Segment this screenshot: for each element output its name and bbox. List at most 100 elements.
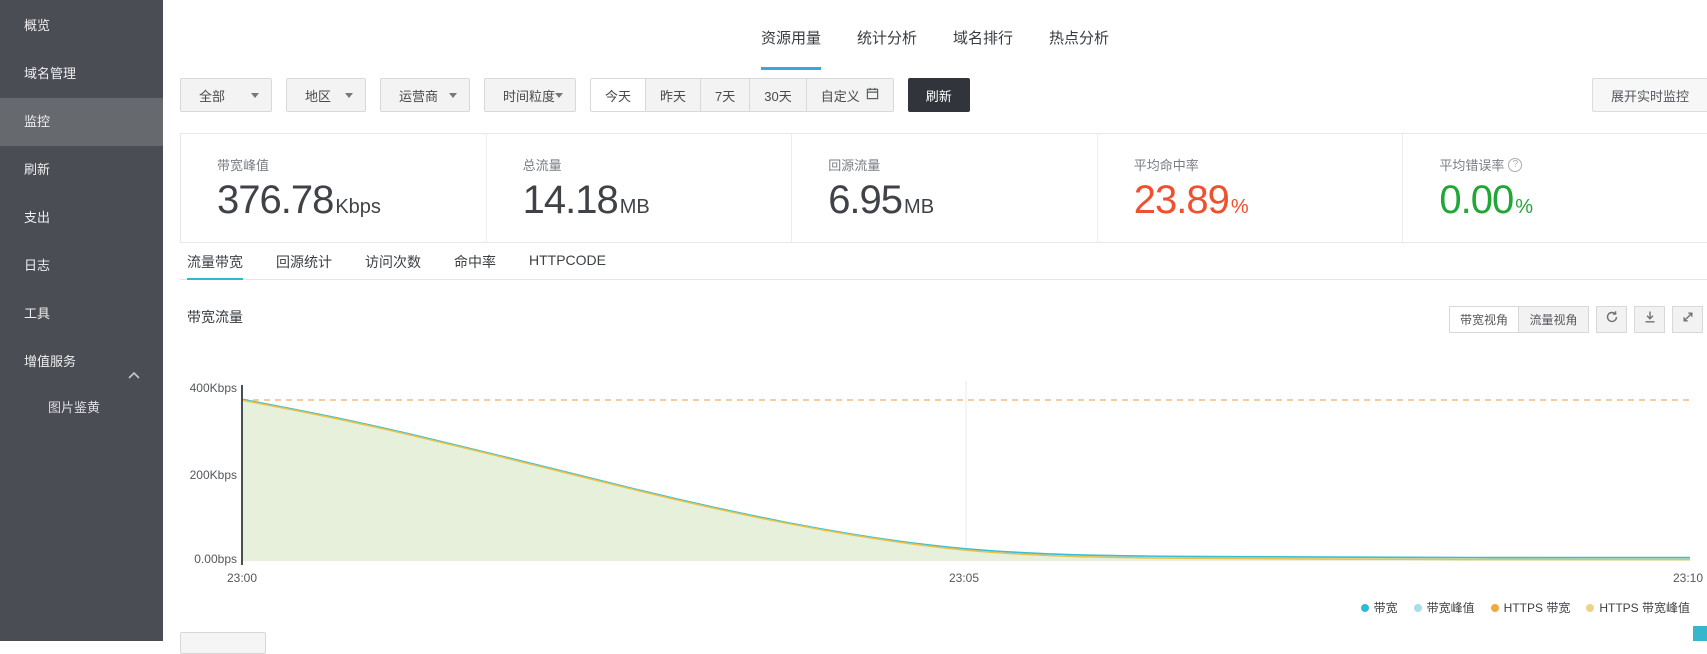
chevron-down-icon — [251, 92, 259, 98]
dropdown-label: 运营商 — [399, 88, 439, 104]
stat-value-group: 6.95 MB — [828, 178, 1097, 223]
stat-value-group: 23.89% — [1134, 178, 1403, 223]
bandwidth-traffic-chart[interactable]: 400Kbps 200Kbps 0.00bps 23:00 23:05 23:1… — [163, 375, 1707, 625]
range-label: 30天 — [764, 88, 792, 104]
subtab-origin-statistics[interactable]: 回源统计 — [276, 254, 332, 270]
chart-refresh-button[interactable] — [1596, 306, 1627, 333]
range-yesterday-button[interactable]: 昨天 — [645, 79, 701, 111]
refresh-button[interactable]: 刷新 — [907, 78, 970, 112]
stat-label: 平均错误率? — [1439, 155, 1707, 174]
sidebar-item-label: 增值服务 — [24, 354, 77, 369]
sidebar-item-overview[interactable]: 概览 — [0, 2, 163, 50]
stat-label: 回源流量 — [828, 158, 881, 173]
main-content: 资源用量 统计分析 域名排行 热点分析 全部 地区 运营商 时间粒度 今天 昨天… — [163, 0, 1707, 654]
tab-hotspot-analysis[interactable]: 热点分析 — [1049, 30, 1110, 47]
sidebar-item-expense[interactable]: 支出 — [0, 194, 163, 242]
stat-unit: MB — [619, 196, 650, 218]
stat-value: 0.00 — [1439, 178, 1514, 222]
chart-download-button[interactable] — [1634, 306, 1665, 333]
stat-value-group: 376.78 Kbps — [217, 178, 486, 223]
corner-widget[interactable] — [1693, 626, 1707, 641]
chevron-down-icon — [555, 92, 563, 98]
stat-value: 23.89 — [1133, 178, 1230, 222]
stat-card-avg-error-rate: 平均错误率? 0.00% — [1402, 134, 1707, 242]
range-label: 今天 — [605, 88, 632, 104]
refresh-icon — [1605, 310, 1619, 329]
stat-card-total-traffic: 总流量 14.18 MB — [485, 134, 792, 242]
sidebar-item-label: 刷新 — [24, 162, 51, 177]
subtabs: 流量带宽 回源统计 访问次数 命中率 HTTPCODE — [180, 252, 1707, 280]
tab-statistical-analysis[interactable]: 统计分析 — [856, 30, 917, 47]
legend-item-bandwidth-peak[interactable]: 带宽峰值 — [1413, 599, 1475, 616]
legend-item-https-bandwidth-peak[interactable]: HTTPS 带宽峰值 — [1586, 599, 1690, 616]
sidebar-item-tools[interactable]: 工具 — [0, 290, 163, 338]
legend-item-bandwidth[interactable]: 带宽 — [1360, 599, 1398, 616]
range-custom-button[interactable]: 自定义 — [805, 79, 893, 111]
bandwidth-view-button[interactable]: 带宽视角 — [1449, 306, 1519, 333]
stat-value: 6.95 — [828, 178, 903, 222]
view-toggle-group: 带宽视角 流量视角 — [1449, 306, 1589, 333]
expand-realtime-monitor-button[interactable]: 展开实时监控 — [1591, 78, 1707, 112]
subtab-httpcode[interactable]: HTTPCODE — [529, 252, 606, 268]
chart-title: 带宽流量 — [187, 309, 243, 325]
domain-filter-dropdown[interactable]: 全部 — [180, 78, 272, 112]
y-axis-tick: 0.00bps — [194, 552, 237, 566]
isp-filter-dropdown[interactable]: 运营商 — [380, 78, 470, 112]
tab-domain-ranking[interactable]: 域名排行 — [953, 30, 1014, 47]
stat-value: 14.18 — [522, 178, 619, 222]
range-7days-button[interactable]: 7天 — [700, 79, 750, 111]
sidebar-item-value-added-services[interactable]: 增值服务 — [0, 338, 163, 386]
legend-dot — [1360, 603, 1369, 612]
stats-panel: 带宽峰值 376.78 Kbps 总流量 14.18 MB 回源流量 6.95 MB … — [180, 133, 1707, 243]
sidebar-item-label: 监控 — [24, 114, 51, 129]
sidebar-item-logs[interactable]: 日志 — [0, 242, 163, 290]
range-label: 7天 — [715, 88, 736, 104]
stat-unit: Kbps — [335, 196, 381, 218]
partial-panel[interactable] — [180, 632, 266, 654]
legend-label: HTTPS 带宽 — [1503, 601, 1571, 615]
subtab-hit-rate[interactable]: 命中率 — [454, 254, 496, 270]
stat-unit: % — [1230, 196, 1249, 218]
sidebar-item-label: 概览 — [24, 18, 51, 33]
sidebar-item-refresh[interactable]: 刷新 — [0, 146, 163, 194]
sidebar-subitem-label: 图片鉴黄 — [48, 400, 101, 415]
x-axis-tick: 23:05 — [948, 571, 980, 585]
sidebar-subitem-image-moderation[interactable]: 图片鉴黄 — [0, 386, 163, 430]
subtab-request-count[interactable]: 访问次数 — [365, 254, 421, 270]
y-axis-tick: 200Kbps — [189, 468, 237, 482]
range-label: 昨天 — [660, 88, 687, 104]
filter-bar: 全部 地区 运营商 时间粒度 今天 昨天 7天 30天 自定义 — [180, 78, 970, 112]
legend-dot — [1490, 603, 1499, 612]
legend-dot — [1586, 603, 1595, 612]
sidebar-item-monitoring[interactable]: 监控 — [0, 98, 163, 146]
tab-resource-usage[interactable]: 资源用量 — [760, 27, 821, 70]
chevron-up-icon — [127, 355, 141, 403]
stat-label: 平均命中率 — [1133, 158, 1199, 173]
stat-card-origin-traffic: 回源流量 6.95 MB — [791, 134, 1097, 242]
chart-canvas[interactable] — [163, 375, 1707, 575]
x-axis-tick: 23:10 — [1672, 571, 1703, 585]
download-icon — [1643, 310, 1657, 329]
traffic-view-button[interactable]: 流量视角 — [1519, 306, 1589, 333]
stat-value-group: 0.00% — [1439, 178, 1707, 223]
chart-controls: 带宽视角 流量视角 — [1449, 306, 1703, 333]
legend-item-https-bandwidth[interactable]: HTTPS 带宽 — [1490, 599, 1571, 616]
sidebar: 概览 域名管理 监控 刷新 支出 日志 工具 增值服务 图片鉴黄 — [0, 0, 163, 641]
time-granularity-dropdown[interactable]: 时间粒度 — [484, 78, 576, 112]
y-axis-tick: 400Kbps — [189, 381, 237, 395]
stat-value-group: 14.18 MB — [523, 178, 792, 223]
chart-fullscreen-button[interactable] — [1672, 306, 1703, 333]
subtab-traffic-bandwidth[interactable]: 流量带宽 — [187, 252, 243, 280]
sidebar-item-label: 支出 — [24, 210, 51, 225]
region-filter-dropdown[interactable]: 地区 — [286, 78, 366, 112]
help-icon[interactable]: ? — [1508, 157, 1523, 172]
sidebar-item-domain-management[interactable]: 域名管理 — [0, 50, 163, 98]
stat-value: 376.78 — [217, 178, 334, 222]
dropdown-label: 地区 — [305, 88, 332, 104]
stat-unit: MB — [904, 196, 935, 218]
stat-card-avg-hit-rate: 平均命中率 23.89% — [1096, 134, 1403, 242]
range-30days-button[interactable]: 30天 — [749, 79, 806, 111]
date-range-group: 今天 昨天 7天 30天 自定义 — [590, 78, 894, 112]
stat-card-peak-bandwidth: 带宽峰值 376.78 Kbps — [181, 134, 486, 242]
range-today-button[interactable]: 今天 — [591, 79, 646, 111]
